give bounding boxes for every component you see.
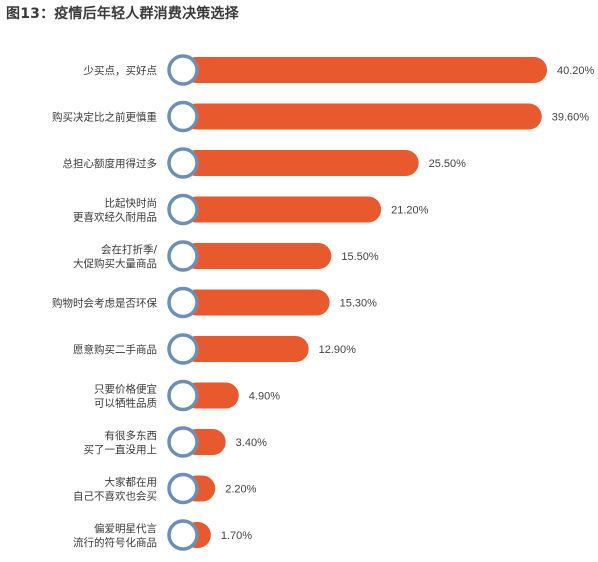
bar-2 [183,150,419,176]
category-label-8-line-1: 买了一直没用上 [84,443,158,456]
bar-marker-10 [167,519,199,551]
labels-layer: 40.20% 少买点，买好点 39.60% 购买决定比之前更慎重 25.50% 总担心额度… [52,65,595,549]
category-label-3-line-1: 更喜欢经久耐用品 [73,211,157,224]
category-label-7-line-0: 只要价格便宜 [94,383,157,396]
bar-marker-6 [167,333,199,365]
category-label-10-line-0: 偏爱明星代言 [94,522,157,535]
category-label-5: 购物时会考虑是否环保 [52,297,157,310]
bar-1 [183,103,542,130]
bar-marker-2 [167,147,199,179]
category-label-1: 购买决定比之前更慎重 [52,111,157,124]
bar-0 [183,57,547,83]
bars-layer [167,54,547,551]
bar-marker-9 [167,472,199,505]
value-label-7: 4.90% [249,391,280,403]
value-label-4: 15.50% [341,251,379,263]
value-label-5: 15.30% [340,298,378,310]
category-label-6: 愿意购买二手商品 [73,343,157,356]
chart-title: 图13：疫情后年轻人群消费决策选择 [6,6,239,22]
category-label-4-line-1: 大促购买大量商品 [73,257,157,270]
value-label-3: 21.20% [391,205,429,217]
category-label-8-line-0: 有很多东西 [105,429,158,442]
category-label-7-line-1: 可以牺牲品质 [94,397,157,410]
bar-6 [183,336,309,362]
bar-marker-7 [167,379,199,412]
bar-4 [183,243,332,269]
bar-marker-3 [167,193,199,226]
category-label-0: 少买点，买好点 [84,65,158,77]
value-label-9: 2.20% [225,484,256,496]
value-label-8: 3.40% [236,437,267,449]
bar-marker-8 [167,426,199,458]
bar-5 [183,289,330,316]
bar-marker-1 [167,100,199,133]
category-label-10-line-1: 流行的符号化商品 [73,536,157,549]
category-label-2: 总担心额度用得过多 [63,157,158,170]
value-label-1: 39.60% [552,112,590,124]
category-label-4-line-0: 会在打折季/ [101,243,157,256]
bar-marker-5 [167,286,199,319]
value-label-0: 40.20% [557,65,595,77]
category-label-9-line-0: 大家都在用 [105,476,158,489]
category-label-9-line-1: 自己不喜欢也会买 [73,490,157,503]
bar-3 [183,196,382,223]
category-label-3-line-0: 比起快时尚 [105,197,158,210]
bar-marker-4 [167,240,199,272]
bar-marker-0 [167,54,199,86]
value-label-6: 12.90% [319,344,357,356]
value-label-2: 25.50% [429,158,467,170]
value-label-10: 1.70% [221,530,252,542]
